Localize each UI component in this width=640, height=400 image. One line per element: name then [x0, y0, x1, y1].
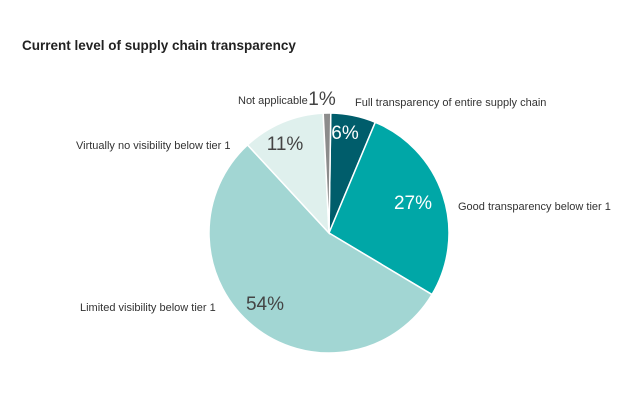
category-label-good-transparency: Good transparency below tier 1 — [458, 201, 611, 213]
data-label-no-visibility: 11% — [267, 134, 304, 155]
slice-good-transparency — [328, 121, 450, 296]
category-label-limited-visibility: Limited visibility below tier 1 — [80, 302, 216, 314]
category-label-no-visibility: Virtually no visibility below tier 1 — [76, 140, 230, 152]
data-label-good-transparency: 27% — [394, 193, 432, 214]
data-label-full-transparency: 6% — [331, 123, 359, 144]
slice-not-applicable — [322, 112, 332, 234]
chart-title: Current level of supply chain transparen… — [22, 38, 296, 53]
category-label-not-applicable: Not applicable — [238, 95, 308, 107]
category-label-full-transparency: Full transparency of entire supply chain — [355, 97, 546, 109]
slice-limited-visibility — [208, 143, 434, 354]
data-label-not-applicable: 1% — [308, 89, 336, 110]
data-label-limited-visibility: 54% — [246, 294, 284, 315]
slice-no-visibility — [246, 112, 330, 236]
